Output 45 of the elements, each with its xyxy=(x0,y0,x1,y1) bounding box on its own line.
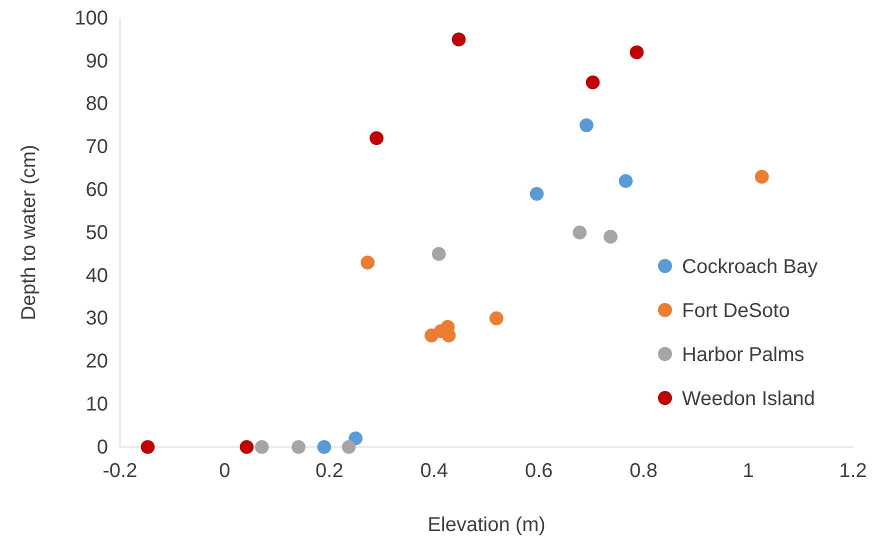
y-tick-label: 100 xyxy=(74,7,108,30)
point xyxy=(580,118,594,132)
x-tick-label: 0 xyxy=(219,460,230,482)
point xyxy=(530,186,544,201)
y-tick-label: 80 xyxy=(86,93,108,116)
point xyxy=(572,226,587,240)
point xyxy=(342,440,356,454)
x-tick-label: 0.2 xyxy=(316,460,344,482)
x-tick-label: 0.6 xyxy=(524,460,553,482)
x-tick-label: 0.4 xyxy=(420,460,448,482)
point xyxy=(292,440,306,454)
point xyxy=(240,440,254,454)
point xyxy=(432,247,446,261)
point xyxy=(442,328,456,342)
point xyxy=(754,170,769,184)
x-tick-label: 0.8 xyxy=(630,460,658,482)
y-tick-label: 10 xyxy=(86,394,108,416)
y-tick-label: 40 xyxy=(86,264,108,287)
legend-label: Harbor Palms xyxy=(682,344,804,366)
point xyxy=(490,311,504,326)
point xyxy=(360,256,375,270)
point xyxy=(317,440,332,454)
y-tick-label: 60 xyxy=(86,179,108,201)
legend-label: Fort DeSoto xyxy=(682,300,790,322)
y-tick-label: 70 xyxy=(86,136,108,158)
point xyxy=(630,45,644,60)
point xyxy=(618,174,633,188)
point xyxy=(452,32,466,46)
point xyxy=(586,75,600,90)
y-axis-title: Depth to water (cm) xyxy=(18,144,40,320)
x-axis-title: Elevation (m) xyxy=(428,514,546,536)
y-tick-label: 50 xyxy=(86,222,108,244)
point xyxy=(604,230,618,244)
legend-label: Weedon Island xyxy=(682,388,816,410)
y-tick-label: 90 xyxy=(86,50,108,72)
y-tick-label: 0 xyxy=(96,436,108,458)
y-tick-label: 30 xyxy=(86,308,108,330)
x-tick-label: 1.2 xyxy=(839,460,867,482)
point xyxy=(254,440,269,454)
x-tick-label: 1 xyxy=(742,460,754,482)
x-tick-label: -0.2 xyxy=(102,460,138,482)
legend-label: Cockroach Bay xyxy=(682,256,818,278)
point xyxy=(370,131,384,146)
y-tick-label: 20 xyxy=(86,350,108,373)
point xyxy=(140,440,155,454)
